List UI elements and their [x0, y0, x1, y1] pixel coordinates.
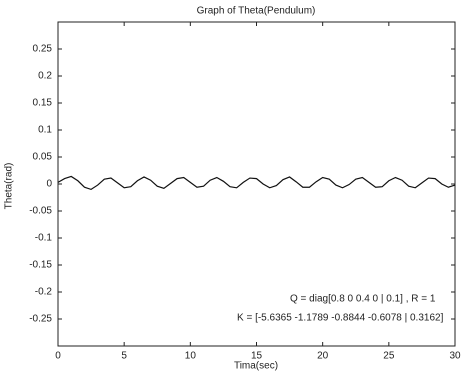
y-tick-label: 0.2	[38, 71, 52, 82]
x-tick-label: 5	[121, 351, 127, 362]
y-tick-label: 0	[46, 179, 52, 190]
data-line	[57, 175, 456, 191]
x-tick-label: 25	[383, 351, 395, 362]
annotation: K = [-5.6365 -1.1789 -0.8844 -0.6078 | 0…	[237, 313, 444, 324]
y-tick-label: 0.15	[33, 98, 53, 109]
x-tick-label: 20	[317, 351, 329, 362]
x-axis-label: Tima(sec)	[234, 361, 278, 372]
y-tick-label: -0.25	[29, 314, 52, 325]
y-tick-label: 0.1	[38, 125, 52, 136]
annotation: Q = diag[0.8 0 0.4 0 | 0.1] , R = 1	[290, 294, 436, 305]
x-tick-label: 10	[185, 351, 197, 362]
y-tick-label: -0.2	[35, 287, 53, 298]
y-tick-label: -0.05	[29, 206, 52, 217]
y-tick-label: -0.15	[29, 260, 52, 271]
x-tick-label: 0	[55, 351, 61, 362]
chart-title: Graph of Theta(Pendulum)	[197, 6, 316, 17]
x-tick-label: 30	[449, 351, 461, 362]
y-tick-label: -0.1	[35, 233, 53, 244]
y-tick-label: 0.05	[33, 152, 53, 163]
y-axis-label: Theta(rad)	[4, 163, 15, 210]
y-tick-label: 0.25	[33, 44, 53, 55]
x-tick-label: 15	[251, 351, 263, 362]
